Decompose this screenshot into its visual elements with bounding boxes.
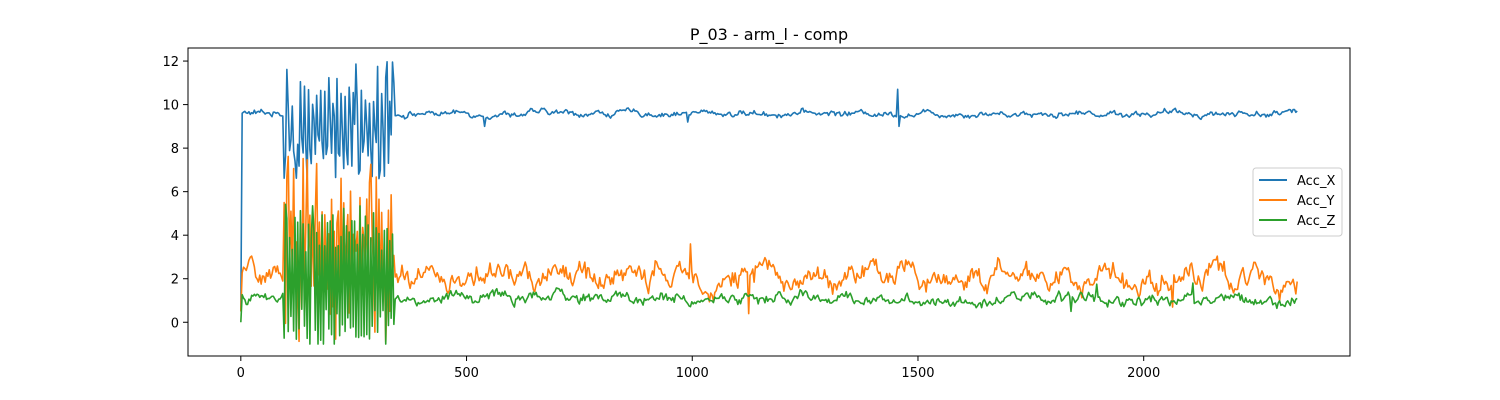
series-layer [240, 60, 1298, 345]
x-tick-label: 2000 [1127, 366, 1160, 381]
plot-frame [187, 47, 1351, 357]
y-tick-label: 2 [171, 273, 179, 288]
legend-label: Acc_Y [1297, 194, 1334, 209]
y-axis: 0 2 4 6 8 10 12 [162, 55, 188, 331]
x-tick-label: 1000 [676, 366, 709, 381]
x-tick-label: 0 [237, 366, 245, 381]
y-tick-label: 10 [162, 99, 179, 114]
series-line-acc-y [240, 155, 1298, 344]
x-tick-label: 1500 [901, 366, 934, 381]
y-tick-label: 12 [162, 55, 179, 70]
legend: Acc_X Acc_Y Acc_Z [1252, 167, 1343, 237]
y-tick-label: 4 [171, 229, 179, 244]
legend-label: Acc_Z [1297, 214, 1335, 229]
y-tick-label: 6 [171, 186, 179, 201]
x-axis: 0 500 1000 1500 2000 [237, 356, 1160, 381]
chart-title: P_03 - arm_l - comp [690, 25, 848, 45]
y-tick-label: 0 [171, 316, 179, 331]
legend-label: Acc_X [1297, 174, 1335, 189]
series-line-acc-x [240, 60, 1298, 312]
x-tick-label: 500 [454, 366, 479, 381]
series-line-acc-z [240, 203, 1298, 345]
y-tick-label: 8 [171, 142, 179, 157]
